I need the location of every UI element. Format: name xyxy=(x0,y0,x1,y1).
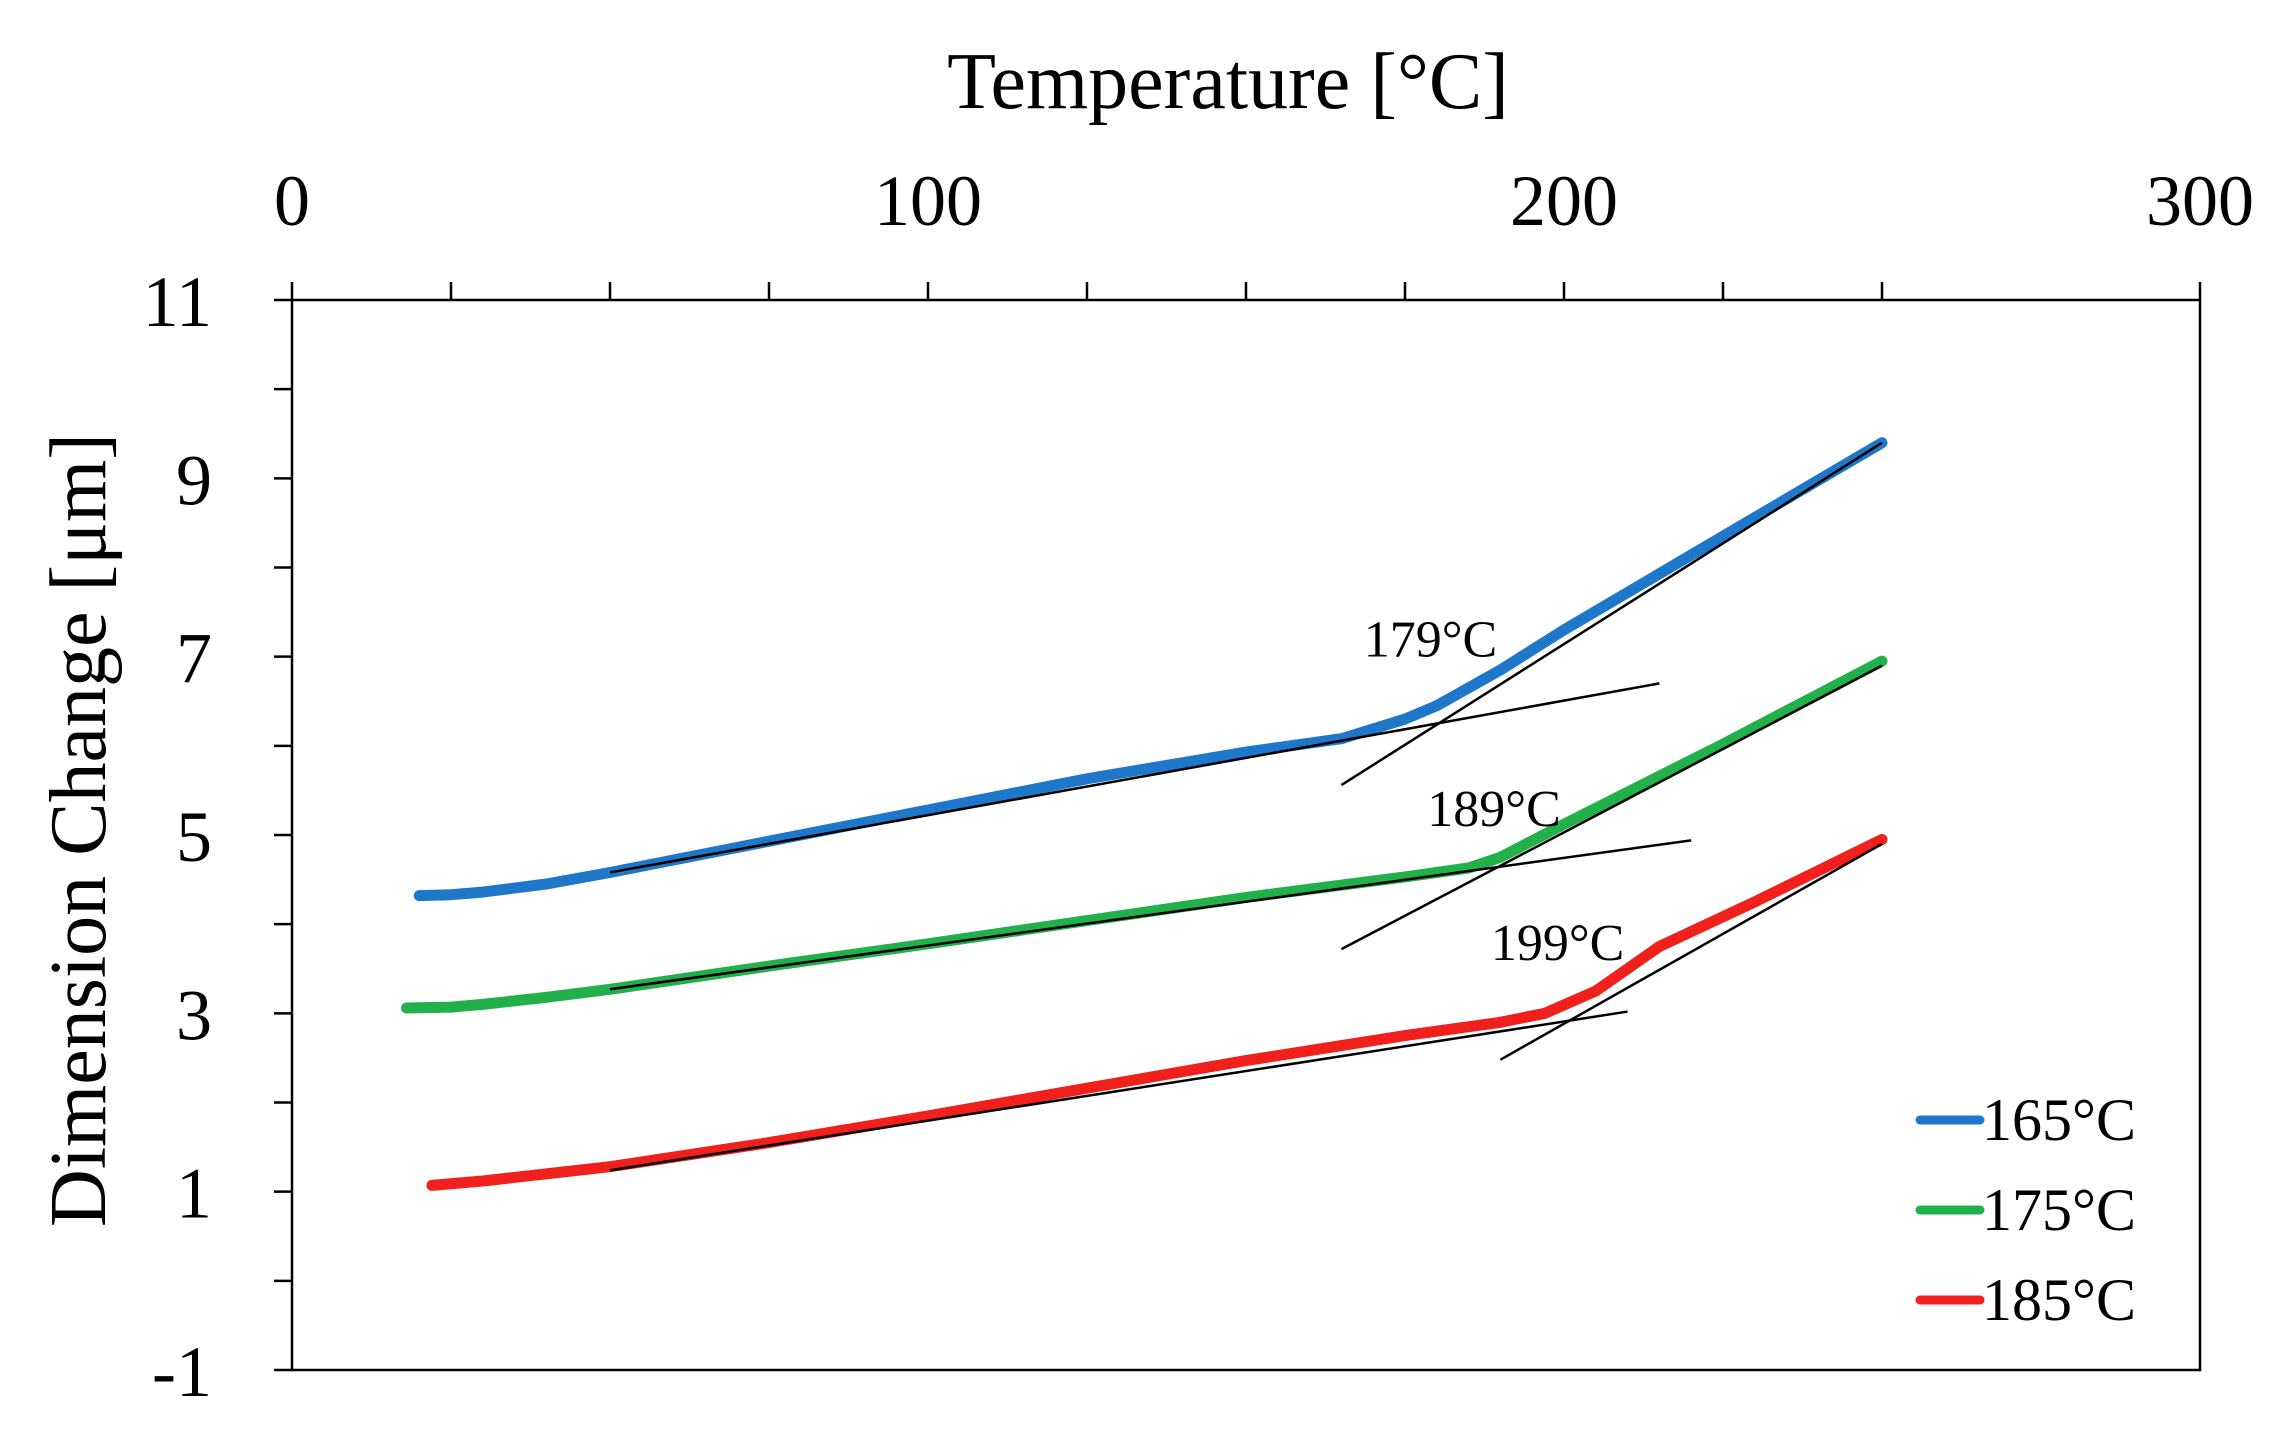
y-tick-label: -1 xyxy=(152,1332,212,1412)
y-tick-label: 9 xyxy=(176,440,212,520)
tangent-line xyxy=(609,839,1692,991)
tangent-layer xyxy=(609,441,1883,1172)
x-tick-label: 200 xyxy=(1510,161,1618,241)
series-line-2 xyxy=(401,655,1888,1014)
legend-label-3: 185°C xyxy=(1982,1267,2136,1333)
y-tick-label: 1 xyxy=(176,1154,212,1234)
transition-temperature-label: 189°C xyxy=(1427,781,1560,838)
x-tick-label: 0 xyxy=(274,161,310,241)
frame-layer xyxy=(274,282,2202,1372)
tangent-line xyxy=(1340,441,1883,787)
y-tick-label: 7 xyxy=(176,619,212,699)
lines-layer xyxy=(401,437,1888,1191)
y-tick-label: 3 xyxy=(176,975,212,1055)
x-tick-label: 100 xyxy=(874,161,982,241)
transition-temperature-label: 179°C xyxy=(1364,612,1497,669)
y-tick-label: 5 xyxy=(176,797,212,877)
series-line-3 xyxy=(426,834,1888,1191)
legend: 165°C 175°C 185°C xyxy=(1915,1087,2136,1333)
tangent-line xyxy=(609,682,1660,874)
y-tick-label: 11 xyxy=(143,262,212,342)
tangent-line xyxy=(1499,842,1883,1061)
x-axis-title: Temperature [°C] xyxy=(947,38,1509,126)
tangent-line xyxy=(609,1010,1628,1172)
series-line-1 xyxy=(413,437,1888,902)
tangent-line xyxy=(1340,664,1883,951)
text-layer: 0 100 200 300 -1 1 3 5 7 9 11 Temperature [°C] Dimen… xyxy=(35,38,2254,1412)
legend-label-1: 165°C xyxy=(1982,1087,2136,1153)
x-tick-label: 300 xyxy=(2146,161,2254,241)
legend-label-2: 175°C xyxy=(1982,1177,2136,1243)
y-axis-title: Dimension Change [μm] xyxy=(35,433,123,1227)
transition-temperature-label: 199°C xyxy=(1491,915,1624,972)
